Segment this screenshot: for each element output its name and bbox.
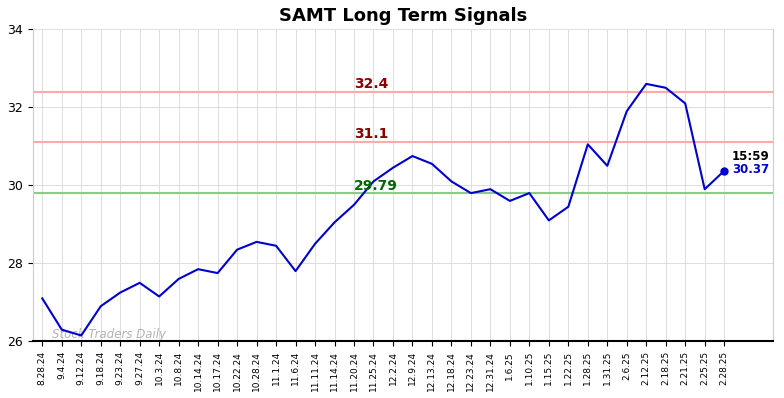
- Text: 15:59: 15:59: [732, 150, 770, 163]
- Text: 30.37: 30.37: [732, 163, 769, 176]
- Text: 31.1: 31.1: [354, 127, 388, 142]
- Text: 32.4: 32.4: [354, 77, 388, 91]
- Text: 29.79: 29.79: [354, 179, 398, 193]
- Title: SAMT Long Term Signals: SAMT Long Term Signals: [278, 7, 527, 25]
- Text: Stock Traders Daily: Stock Traders Daily: [52, 328, 166, 341]
